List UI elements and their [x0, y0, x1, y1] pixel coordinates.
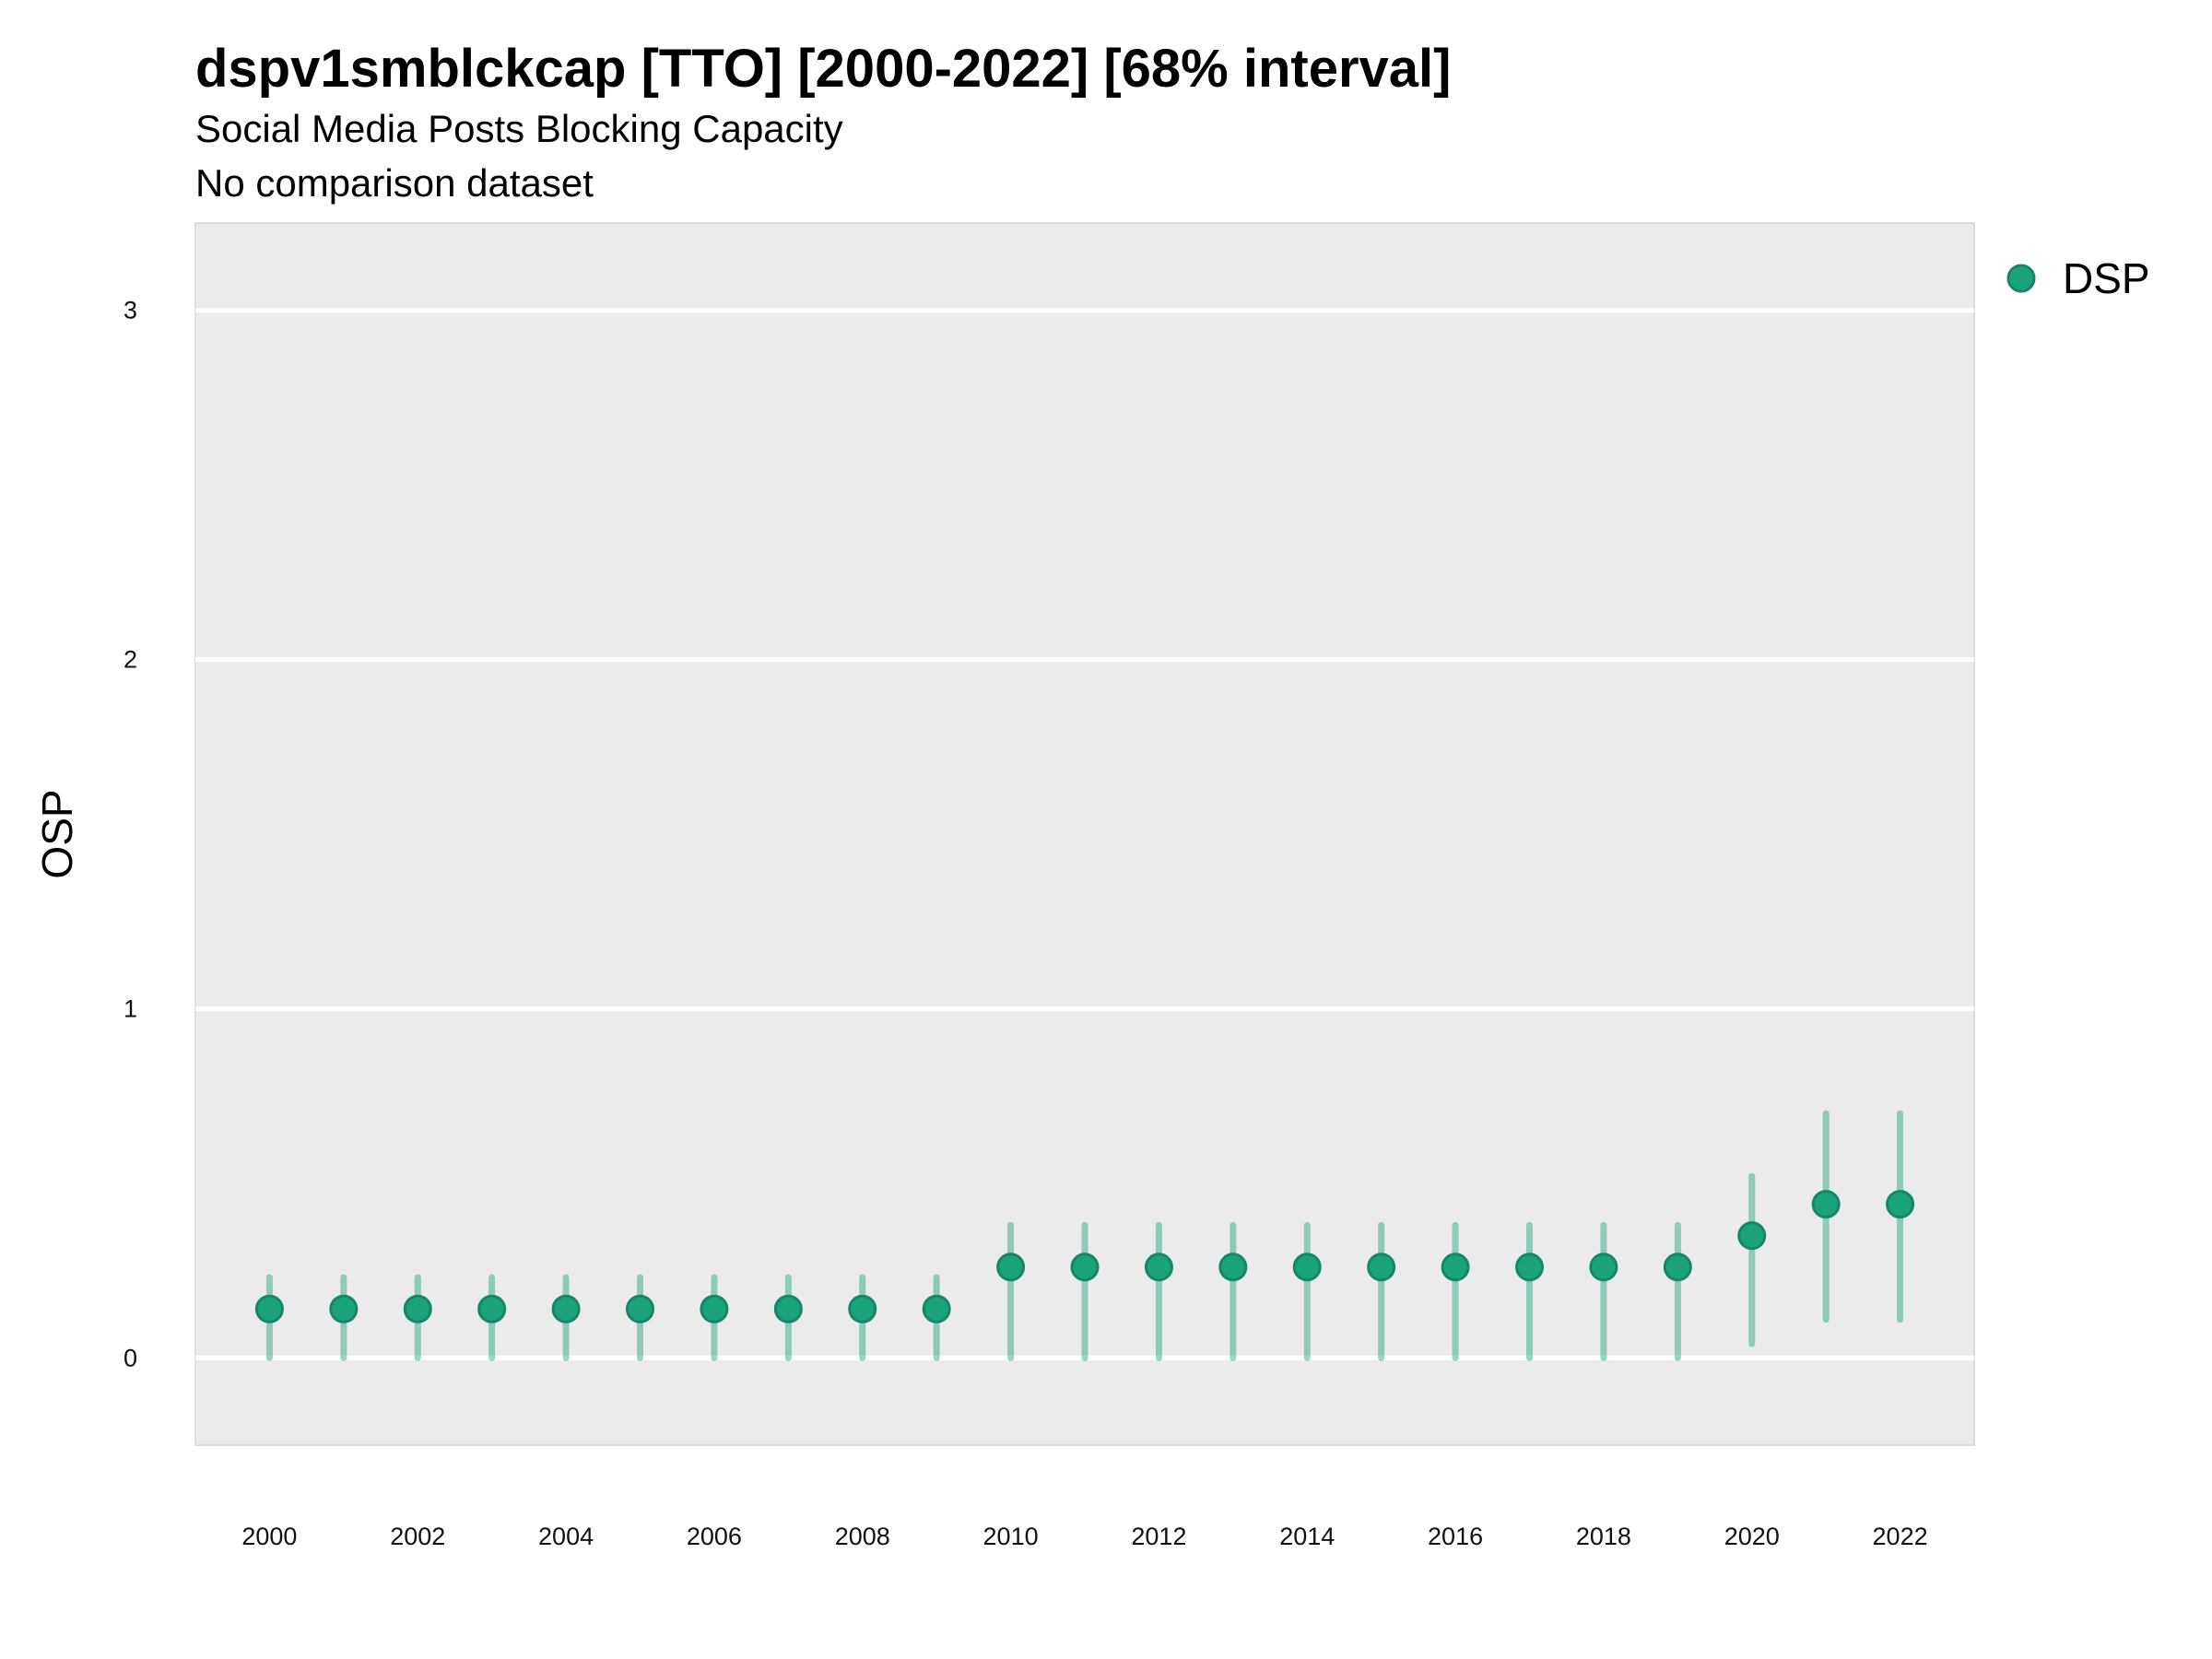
data-point-2010: [996, 1253, 1026, 1282]
plot-panel: [194, 222, 1975, 1446]
x-tick-label-2008: 2008: [835, 1523, 890, 1550]
y-tick-label-2: 2: [124, 646, 137, 674]
data-point-2000: [254, 1294, 284, 1324]
chart-subtitle: Social Media Posts Blocking Capacity: [195, 107, 843, 150]
data-point-2019: [1663, 1253, 1692, 1282]
chart-caption: No comparison dataset: [195, 161, 594, 205]
x-tick-label-2010: 2010: [983, 1523, 1039, 1550]
x-tick-label-2016: 2016: [1428, 1523, 1483, 1550]
y-axis-title: OSP: [33, 789, 81, 878]
data-point-2002: [403, 1294, 432, 1324]
chart-title: dspv1smblckcap [TTO] [2000-2022] [68% in…: [195, 39, 1452, 99]
x-tick-label-2002: 2002: [390, 1523, 445, 1550]
data-point-2012: [1144, 1253, 1173, 1282]
data-point-2008: [848, 1294, 877, 1324]
x-tick-labels: 2000 2002 2004 2006 2008 2010 2012 2014 2016 2018…: [241, 1523, 1927, 1550]
data-point-2007: [773, 1294, 803, 1324]
data-point-2003: [477, 1294, 507, 1324]
x-tick-label-2014: 2014: [1279, 1523, 1335, 1550]
x-tick-label-2000: 2000: [241, 1523, 297, 1550]
x-tick-label-2004: 2004: [538, 1523, 594, 1550]
data-point-2011: [1070, 1253, 1100, 1282]
x-tick-label-2020: 2020: [1724, 1523, 1780, 1550]
data-point-2014: [1292, 1253, 1322, 1282]
data-point-2009: [922, 1294, 951, 1324]
data-point-2016: [1441, 1253, 1470, 1282]
legend-key-dsp: [2006, 264, 2036, 293]
data-point-2022: [1886, 1190, 1915, 1219]
legend-label-dsp: DSP: [2063, 254, 2150, 302]
y-tick-label-0: 0: [124, 1344, 137, 1371]
grid-lines: [195, 308, 1974, 1360]
data-point-2004: [551, 1294, 581, 1324]
data-points: [254, 1190, 1915, 1324]
legend: DSP: [2006, 254, 2150, 302]
y-tick-label-3: 3: [124, 297, 137, 324]
data-point-2006: [700, 1294, 729, 1324]
x-tick-label-2012: 2012: [1131, 1523, 1186, 1550]
data-point-2001: [329, 1294, 359, 1324]
y-tick-label-1: 1: [124, 994, 137, 1022]
x-tick-label-2022: 2022: [1873, 1523, 1928, 1550]
data-point-2020: [1737, 1221, 1767, 1251]
y-tick-labels: 0 1 2 3: [124, 297, 137, 1372]
x-tick-label-2018: 2018: [1576, 1523, 1631, 1550]
data-point-2021: [1811, 1190, 1841, 1219]
data-point-2013: [1218, 1253, 1248, 1282]
data-point-2005: [626, 1294, 654, 1324]
data-point-2018: [1589, 1253, 1618, 1282]
data-point-2015: [1367, 1253, 1396, 1282]
data-point-2017: [1515, 1253, 1544, 1282]
x-tick-label-2006: 2006: [687, 1523, 742, 1550]
